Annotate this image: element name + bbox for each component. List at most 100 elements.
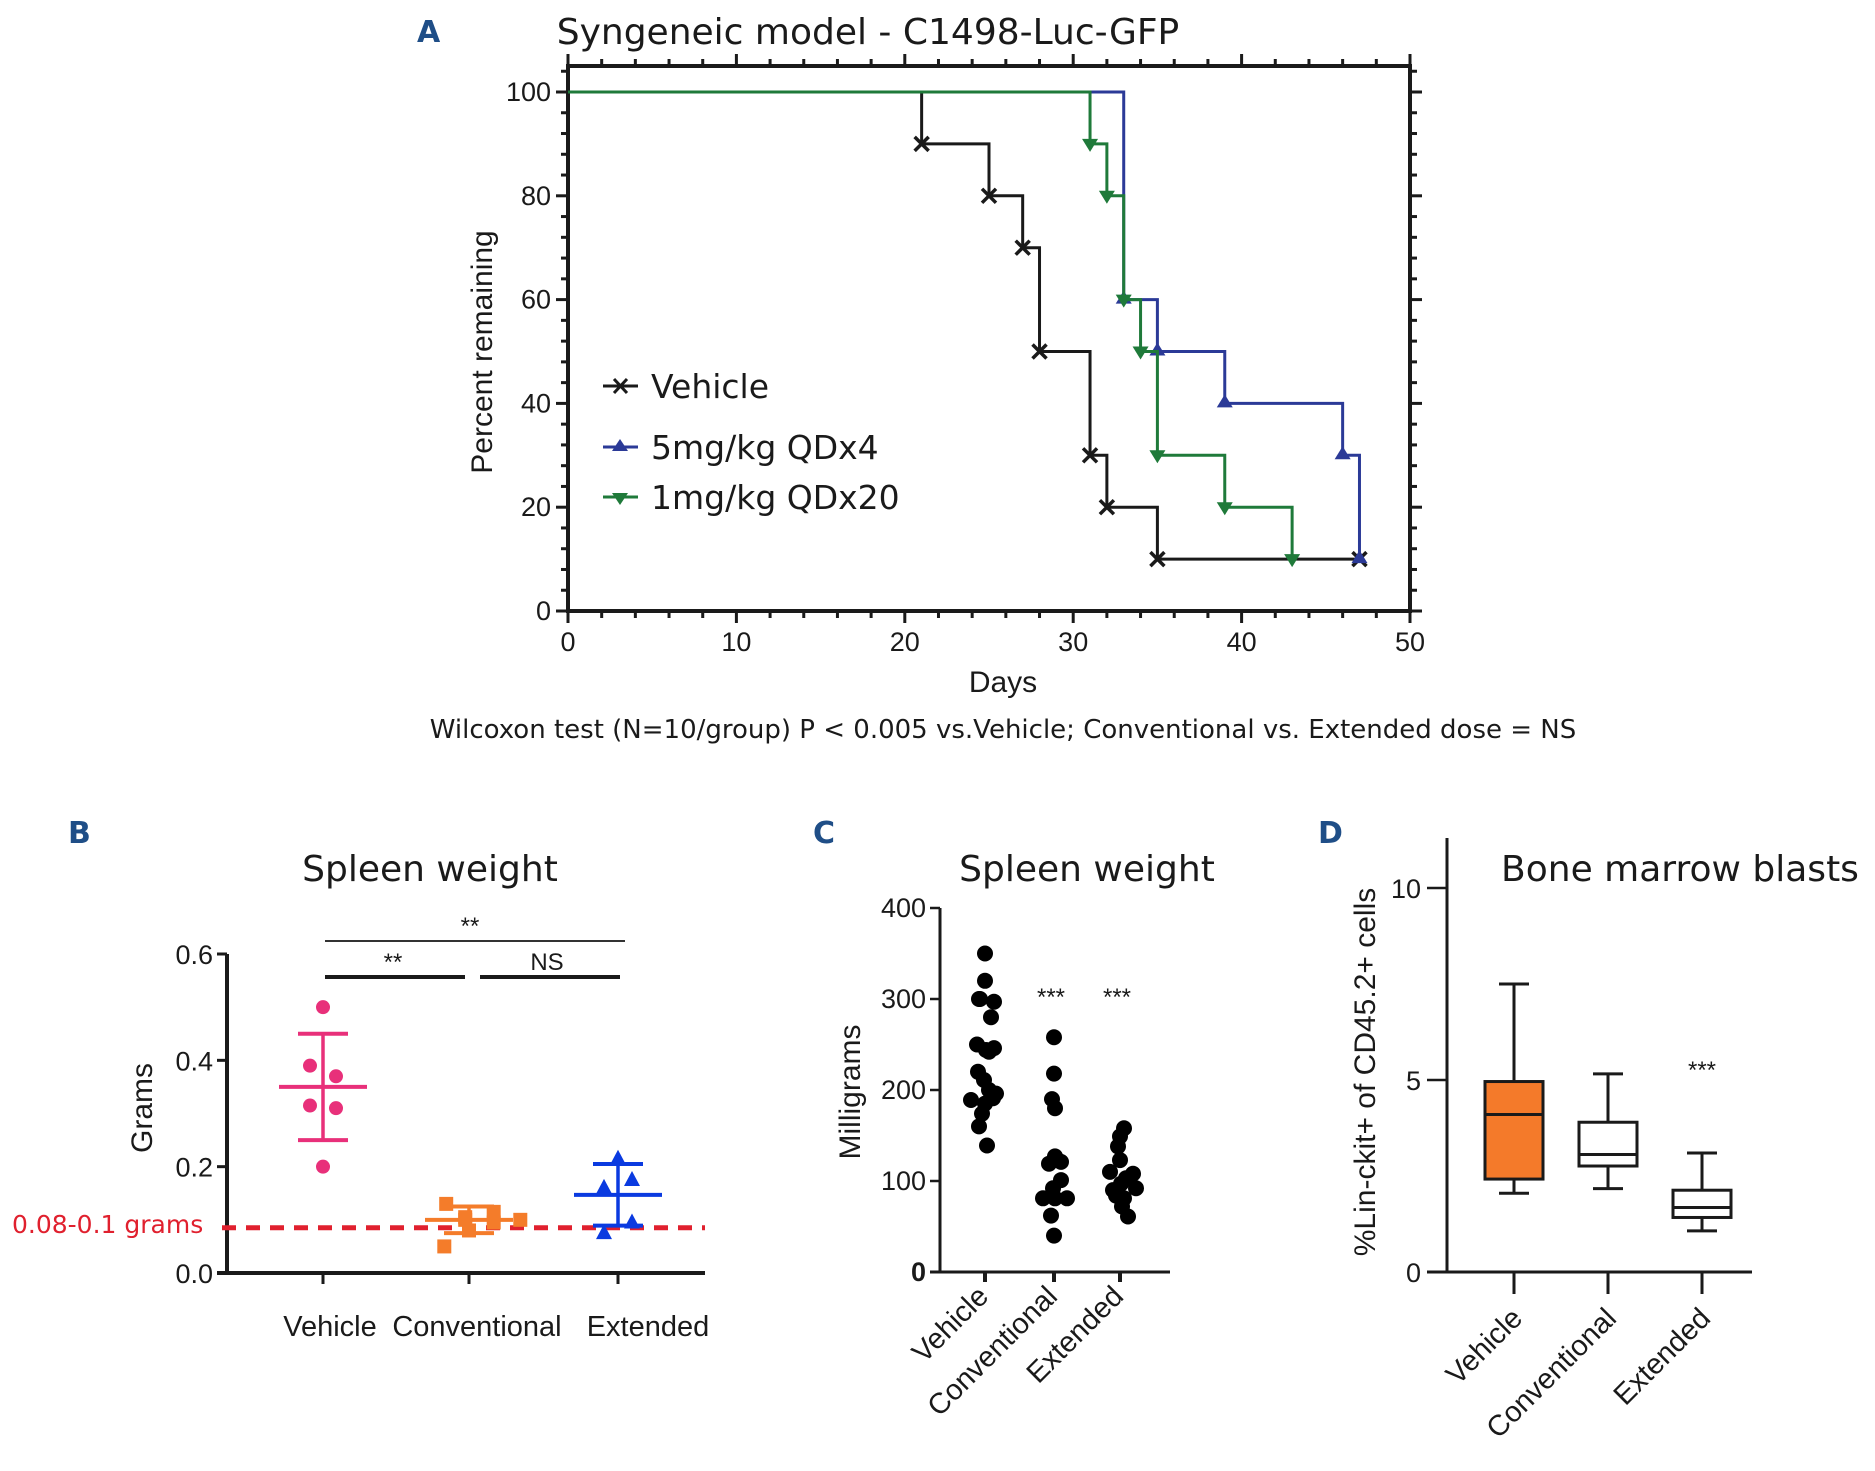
data-point [979,1137,995,1154]
data-point [458,1212,473,1227]
data-point [624,1213,640,1229]
data-point [1041,1155,1057,1172]
panel-b: B Spleen weight Grams 0.08-0.1 grams 0.0… [12,816,709,1343]
x-tick-label: 40 [1227,627,1257,657]
data-point [971,1118,987,1135]
y-tick-label: 300 [881,984,926,1014]
significance-label: ** [384,949,403,976]
significance-label: NS [530,949,563,976]
y-tick-label: 40 [521,388,551,418]
y-tick-label: 0.0 [175,1259,213,1289]
y-tick-label: 20 [521,492,551,522]
km-marker-triangle-up [1351,550,1368,564]
panel-d-title: Bone marrow blasts [1501,849,1859,890]
data-point [977,945,993,962]
x-marker-icon [612,377,629,395]
y-tick-label: 0 [536,596,551,626]
data-point [437,1239,452,1254]
reference-line-label: 0.08-0.1 grams [12,1210,203,1239]
legend: Vehicle 5mg/kg QDx4 1mg/kg QDx20 [603,367,900,517]
category-label: Extended [587,1311,710,1343]
panel-label-b: B [68,816,91,851]
data-point [1110,1138,1126,1155]
data-point [329,1069,343,1084]
significance-label: *** [1688,1057,1716,1084]
category-label: Vehicle [1440,1302,1529,1391]
data-point [624,1170,640,1186]
data-point [462,1223,476,1238]
data-point [963,1092,979,1109]
panel-label-c: C [813,816,835,851]
data-point [974,1105,990,1122]
panel-c-title: Spleen weight [959,849,1215,890]
data-point [1120,1208,1136,1225]
panel-a-caption: Wilcoxon test (N=10/group) P < 0.005 vs.… [430,715,1577,745]
km-marker-triangle-down [1284,554,1301,568]
legend-item-5mg: 5mg/kg QDx4 [603,428,879,467]
km-curve-2 [568,90,1294,560]
km-marker-x [1098,498,1116,516]
data-point [486,1204,501,1219]
box [1671,1188,1733,1219]
y-tick-label: 0 [1406,1258,1421,1288]
data-point [1112,1152,1128,1169]
data-point [303,1058,317,1073]
data-point [316,1159,330,1174]
x-tick-label: 10 [721,627,751,657]
y-tick-label: 400 [881,893,926,923]
data-point [596,1178,612,1194]
category-label: Vehicle [283,1311,377,1343]
data-point [439,1196,454,1211]
panel-b-ylabel: Grams [126,1063,159,1153]
data-point [1047,1100,1063,1117]
data-point [1102,1163,1118,1180]
km-marker-triangle-up [1334,446,1351,460]
x-tick-label: 50 [1395,627,1425,657]
data-point [513,1212,528,1227]
panel-a-xlabel: Days [969,666,1037,699]
data-point [972,991,988,1007]
panel-a: A Syngeneic model - C1498-Luc-GFP Days P… [417,12,1576,745]
category-label: Extended [1608,1302,1717,1411]
km-marker-triangle-down [1082,138,1099,152]
data-point [1035,1190,1051,1207]
legend-label: 1mg/kg QDx20 [651,478,900,517]
significance-label: *** [1037,984,1065,1011]
panel-a-ylabel: Percent remaining [466,230,499,473]
legend-label: Vehicle [651,367,769,406]
panel-d-ylabel: %Lin-ckit+ of CD45.2+ cells [1349,888,1382,1257]
km-marker-x [980,187,998,205]
data-point [303,1098,317,1113]
data-point [977,972,993,989]
km-marker-x [1149,550,1166,568]
legend-item-vehicle: Vehicle [603,367,769,406]
km-marker-triangle-down [1115,294,1132,308]
km-marker-x [913,135,930,153]
y-tick-label: 100 [881,1166,926,1196]
legend-label: 5mg/kg QDx4 [651,428,879,467]
data-point [1047,1190,1063,1207]
km-marker-x [1014,239,1031,256]
plot-frame [566,64,1412,613]
km-marker-triangle-down [1216,502,1233,516]
box [1483,1080,1545,1181]
km-marker-triangle-down [1149,450,1166,464]
data-point [983,1009,999,1026]
panel-d: D Bone marrow blasts %Lin-ckit+ of CD45.… [1318,816,1859,1445]
triangle-up-marker-icon [612,439,628,451]
y-tick-label: 0.6 [175,940,213,970]
km-marker-triangle-down [1132,346,1149,360]
y-tick-label: 10 [1391,874,1421,904]
data-point [329,1101,343,1116]
km-curve-0 [568,90,1360,561]
y-tick-label: 100 [506,77,551,107]
y-tick-label: 200 [881,1075,926,1105]
triangle-down-marker-icon [612,493,628,505]
y-tick-label: 0.4 [175,1046,213,1076]
data-point [1046,1065,1062,1082]
x-tick-label: 0 [560,627,575,657]
significance-label: ** [461,913,480,940]
x-tick-label: 30 [1058,627,1088,657]
data-point [981,1043,997,1060]
data-point [1046,1227,1062,1244]
